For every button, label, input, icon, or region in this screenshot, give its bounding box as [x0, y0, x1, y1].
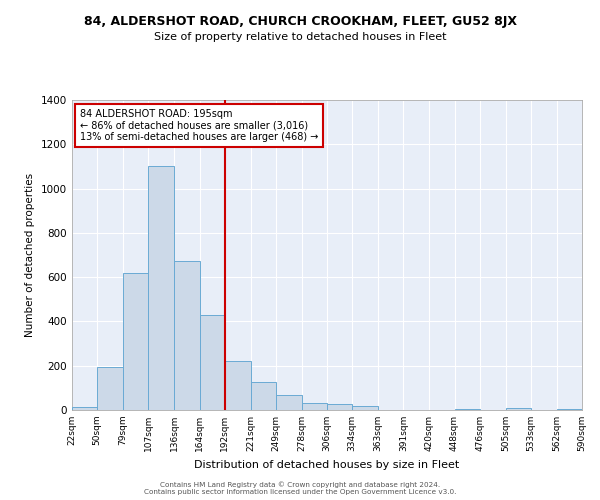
Text: Contains public sector information licensed under the Open Government Licence v3: Contains public sector information licen…: [144, 489, 456, 495]
Bar: [327, 404, 352, 410]
Bar: [251, 382, 276, 410]
Bar: [302, 404, 327, 410]
Bar: [148, 166, 175, 410]
Text: 84, ALDERSHOT ROAD, CHURCH CROOKHAM, FLEET, GU52 8JX: 84, ALDERSHOT ROAD, CHURCH CROOKHAM, FLE…: [83, 15, 517, 28]
Bar: [557, 409, 582, 410]
Bar: [224, 362, 251, 410]
Bar: [199, 315, 224, 410]
Bar: [276, 394, 302, 410]
Bar: [455, 409, 479, 410]
Text: Contains HM Land Registry data © Crown copyright and database right 2024.: Contains HM Land Registry data © Crown c…: [160, 481, 440, 488]
Bar: [352, 406, 378, 410]
Bar: [123, 272, 148, 410]
Bar: [72, 406, 97, 410]
Text: 84 ALDERSHOT ROAD: 195sqm
← 86% of detached houses are smaller (3,016)
13% of se: 84 ALDERSHOT ROAD: 195sqm ← 86% of detac…: [80, 110, 318, 142]
Y-axis label: Number of detached properties: Number of detached properties: [25, 173, 35, 337]
Bar: [97, 367, 123, 410]
X-axis label: Distribution of detached houses by size in Fleet: Distribution of detached houses by size …: [194, 460, 460, 469]
Bar: [175, 260, 199, 410]
Bar: [506, 408, 531, 410]
Text: Size of property relative to detached houses in Fleet: Size of property relative to detached ho…: [154, 32, 446, 42]
